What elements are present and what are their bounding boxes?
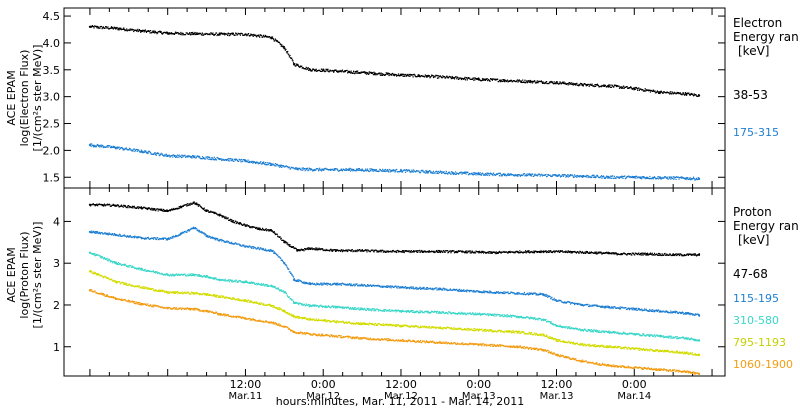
- proton-legend-title-2: Energy ran: [733, 219, 799, 233]
- legend-proton-795-1193: 795-1193: [733, 336, 786, 349]
- trace-electron-38-53: [89, 24, 700, 98]
- electron-ytick-label: 3.5: [43, 64, 61, 77]
- x-tick-time-label: 12:00: [385, 378, 417, 391]
- x-tick-date-label: Mar.11: [229, 391, 263, 402]
- electron-ytick-label: 2.5: [43, 118, 61, 131]
- x-tick-date-label: Mar.13: [462, 391, 496, 402]
- electron-legend-title-2: Energy ran: [733, 30, 799, 44]
- proton-panel-frame: [63, 187, 726, 377]
- x-tick-date-label: Mar.14: [617, 391, 651, 402]
- series-proton-1060-1900: [88, 289, 701, 376]
- proton-ytick-label: 2: [53, 299, 60, 312]
- proton-ylabel-line3: [1/(cm²s ster MeV)]: [31, 222, 44, 329]
- electron-ytick-label: 2.0: [43, 144, 61, 157]
- electron-ytick-label: 3.0: [43, 91, 61, 104]
- series-electron-38-53: [88, 24, 701, 98]
- electron-ylabel-line3: [1/(cm²s ster MeV)]: [31, 45, 44, 152]
- proton-ytick-label: 4: [53, 215, 60, 228]
- x-tick-time-label: 0:00: [622, 378, 647, 391]
- series-proton-47-68: [88, 201, 701, 257]
- trace-proton-1060-1900: [89, 289, 700, 375]
- x-tick-time-label: 12:00: [230, 378, 262, 391]
- legend-proton-310-580: 310-580: [733, 314, 779, 327]
- electron-ytick-label: 4.0: [43, 37, 61, 50]
- proton-ytick-label: 1: [53, 341, 60, 354]
- x-axis-label: hours:minutes, Mar. 11, 2011 - Mar. 14, …: [276, 395, 525, 408]
- trace-proton-115-195: [89, 226, 700, 317]
- proton-legend-title-1: Proton: [733, 205, 772, 219]
- series-electron-175-315: [88, 143, 701, 181]
- electron-legend-title-1: Electron: [733, 16, 782, 30]
- trace-electron-175-315: [89, 143, 700, 181]
- trace-proton-795-1193: [89, 270, 700, 357]
- x-tick-date-label: Mar.12: [306, 391, 340, 402]
- trace-proton-47-68: [89, 201, 700, 257]
- proton-ytick-label: 3: [53, 257, 60, 270]
- legend-proton-47-68: 47-68: [733, 267, 768, 281]
- series-proton-795-1193: [88, 270, 701, 357]
- electron-ytick-label: 4.5: [43, 10, 61, 23]
- proton-ylabel-line1: ACE EPAM: [5, 247, 18, 302]
- legend-electron-38-53: 38-53: [733, 88, 768, 102]
- x-tick-date-label: Mar.13: [540, 391, 574, 402]
- series-proton-310-580: [88, 251, 701, 342]
- electron-panel-frame: [63, 7, 726, 189]
- series-proton-115-195: [88, 226, 701, 317]
- electron-legend-unit: [keV]: [738, 44, 769, 58]
- legend-proton-1060-1900: 1060-1900: [733, 358, 793, 371]
- x-tick-time-label: 0:00: [466, 378, 491, 391]
- proton-legend-unit: [keV]: [738, 233, 769, 247]
- electron-ylabel-line2: log(Electron Flux): [18, 50, 31, 147]
- legend-electron-175-315: 175-315: [733, 126, 779, 139]
- x-tick-date-label: Mar.12: [384, 391, 418, 402]
- legend-proton-115-195: 115-195: [733, 292, 779, 305]
- electron-ytick-label: 1.5: [43, 171, 61, 184]
- x-tick-time-label: 0:00: [311, 378, 336, 391]
- chart-marks: 1.52.02.53.03.54.04.5123412:00Mar.110:00…: [43, 8, 725, 402]
- electron-ylabel-line1: ACE EPAM: [5, 70, 18, 125]
- x-tick-time-label: 12:00: [541, 378, 573, 391]
- proton-ylabel-line2: log(Proton Flux): [18, 231, 31, 318]
- trace-proton-310-580: [89, 251, 700, 342]
